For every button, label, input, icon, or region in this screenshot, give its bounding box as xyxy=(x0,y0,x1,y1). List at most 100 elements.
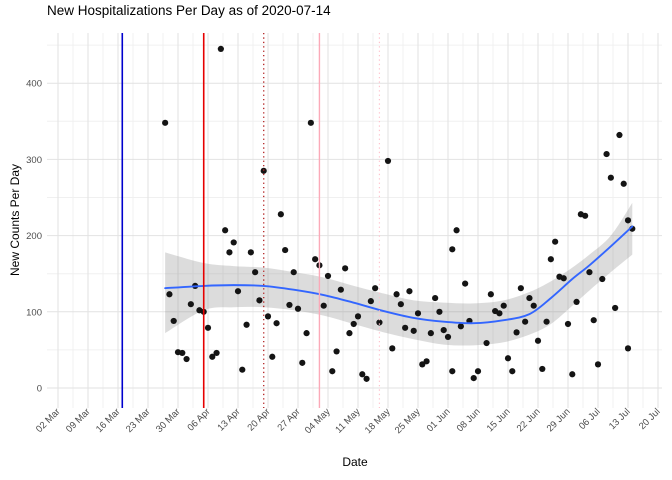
data-point xyxy=(363,375,370,382)
data-point xyxy=(372,285,379,292)
data-point xyxy=(607,174,614,181)
data-point xyxy=(496,310,503,317)
data-point xyxy=(509,368,516,375)
data-point xyxy=(320,302,327,309)
data-point xyxy=(612,304,619,312)
y-tick-label: 400 xyxy=(26,79,42,90)
x-tick-label: 23 Mar xyxy=(124,406,153,435)
data-point xyxy=(162,119,169,126)
data-point xyxy=(547,256,554,263)
data-point xyxy=(419,361,426,368)
x-tick-label: 22 Jun xyxy=(515,406,543,434)
data-point xyxy=(269,353,276,360)
data-point xyxy=(222,227,229,234)
data-point xyxy=(333,348,340,355)
data-point xyxy=(624,217,632,224)
data-point xyxy=(552,238,559,245)
data-point xyxy=(179,349,186,357)
data-point xyxy=(423,358,430,365)
y-tick-label: 0 xyxy=(37,384,42,395)
data-point xyxy=(187,301,194,308)
data-point xyxy=(594,361,602,368)
data-point xyxy=(307,119,314,126)
data-point xyxy=(260,167,267,174)
data-point xyxy=(616,131,623,139)
x-tick-label: 02 Mar xyxy=(34,406,63,435)
data-point xyxy=(273,320,280,327)
x-tick-label: 13 Apr xyxy=(215,406,242,433)
data-point xyxy=(397,301,404,308)
data-point xyxy=(213,349,220,357)
data-point xyxy=(474,368,482,375)
data-point xyxy=(406,288,413,295)
data-point xyxy=(526,294,533,302)
data-point xyxy=(303,330,310,337)
x-tick-label: 16 Mar xyxy=(94,406,123,435)
x-tick-label: 25 May xyxy=(393,406,423,436)
data-point xyxy=(389,345,396,352)
data-point xyxy=(217,45,224,53)
data-point xyxy=(569,371,576,378)
data-point xyxy=(393,291,400,298)
data-point xyxy=(384,157,392,165)
data-point xyxy=(539,365,546,373)
data-point xyxy=(603,150,610,158)
data-point xyxy=(183,355,190,363)
data-point xyxy=(230,239,237,246)
x-tick-label: 04 May xyxy=(303,406,333,436)
y-tick-label: 200 xyxy=(26,231,42,242)
data-point xyxy=(462,280,469,287)
data-point xyxy=(337,286,344,293)
y-axis-title: New Counts Per Day xyxy=(8,163,22,277)
data-point xyxy=(252,269,259,276)
data-point xyxy=(582,212,589,219)
data-point xyxy=(457,323,464,330)
data-point xyxy=(234,288,242,295)
x-tick-label: 20 Jul xyxy=(637,406,663,432)
data-point xyxy=(440,326,447,334)
data-point xyxy=(586,269,593,276)
data-point xyxy=(376,319,383,326)
data-point xyxy=(239,366,246,373)
data-point xyxy=(350,320,357,328)
x-tick-label: 13 Jul xyxy=(607,406,633,432)
data-point xyxy=(449,368,456,375)
data-point xyxy=(299,359,306,366)
data-point xyxy=(590,317,597,324)
data-point xyxy=(226,249,233,256)
data-point xyxy=(620,180,627,187)
x-tick-label: 20 Apr xyxy=(245,406,272,433)
x-tick-label: 01 Jun xyxy=(425,406,453,434)
confidence-ribbon xyxy=(165,202,633,346)
data-point xyxy=(432,294,439,302)
data-point xyxy=(449,246,456,253)
data-point xyxy=(282,246,289,254)
y-tick-label: 100 xyxy=(26,307,42,318)
data-point xyxy=(560,275,567,282)
x-tick-label: 08 Jun xyxy=(455,406,483,434)
x-tick-label: 30 Mar xyxy=(154,406,183,435)
data-point xyxy=(453,227,460,234)
data-point xyxy=(624,345,632,352)
data-point xyxy=(342,265,349,272)
data-point xyxy=(530,302,537,309)
y-tick-label: 300 xyxy=(26,155,42,166)
data-point xyxy=(354,313,362,320)
data-point xyxy=(264,313,272,320)
data-point xyxy=(599,275,606,283)
data-point xyxy=(543,318,550,325)
data-point xyxy=(410,327,417,334)
x-tick-label: 06 Jul xyxy=(577,406,603,432)
x-tick-label: 27 Apr xyxy=(275,406,302,433)
data-point xyxy=(312,256,319,263)
data-point xyxy=(517,285,524,292)
data-point xyxy=(487,291,494,298)
data-point xyxy=(522,318,529,325)
data-point xyxy=(573,298,580,305)
data-point xyxy=(166,291,173,298)
data-point xyxy=(470,374,477,382)
smooth-trend-line xyxy=(164,225,634,325)
x-tick-label: 18 May xyxy=(363,406,393,436)
data-point xyxy=(277,211,284,218)
